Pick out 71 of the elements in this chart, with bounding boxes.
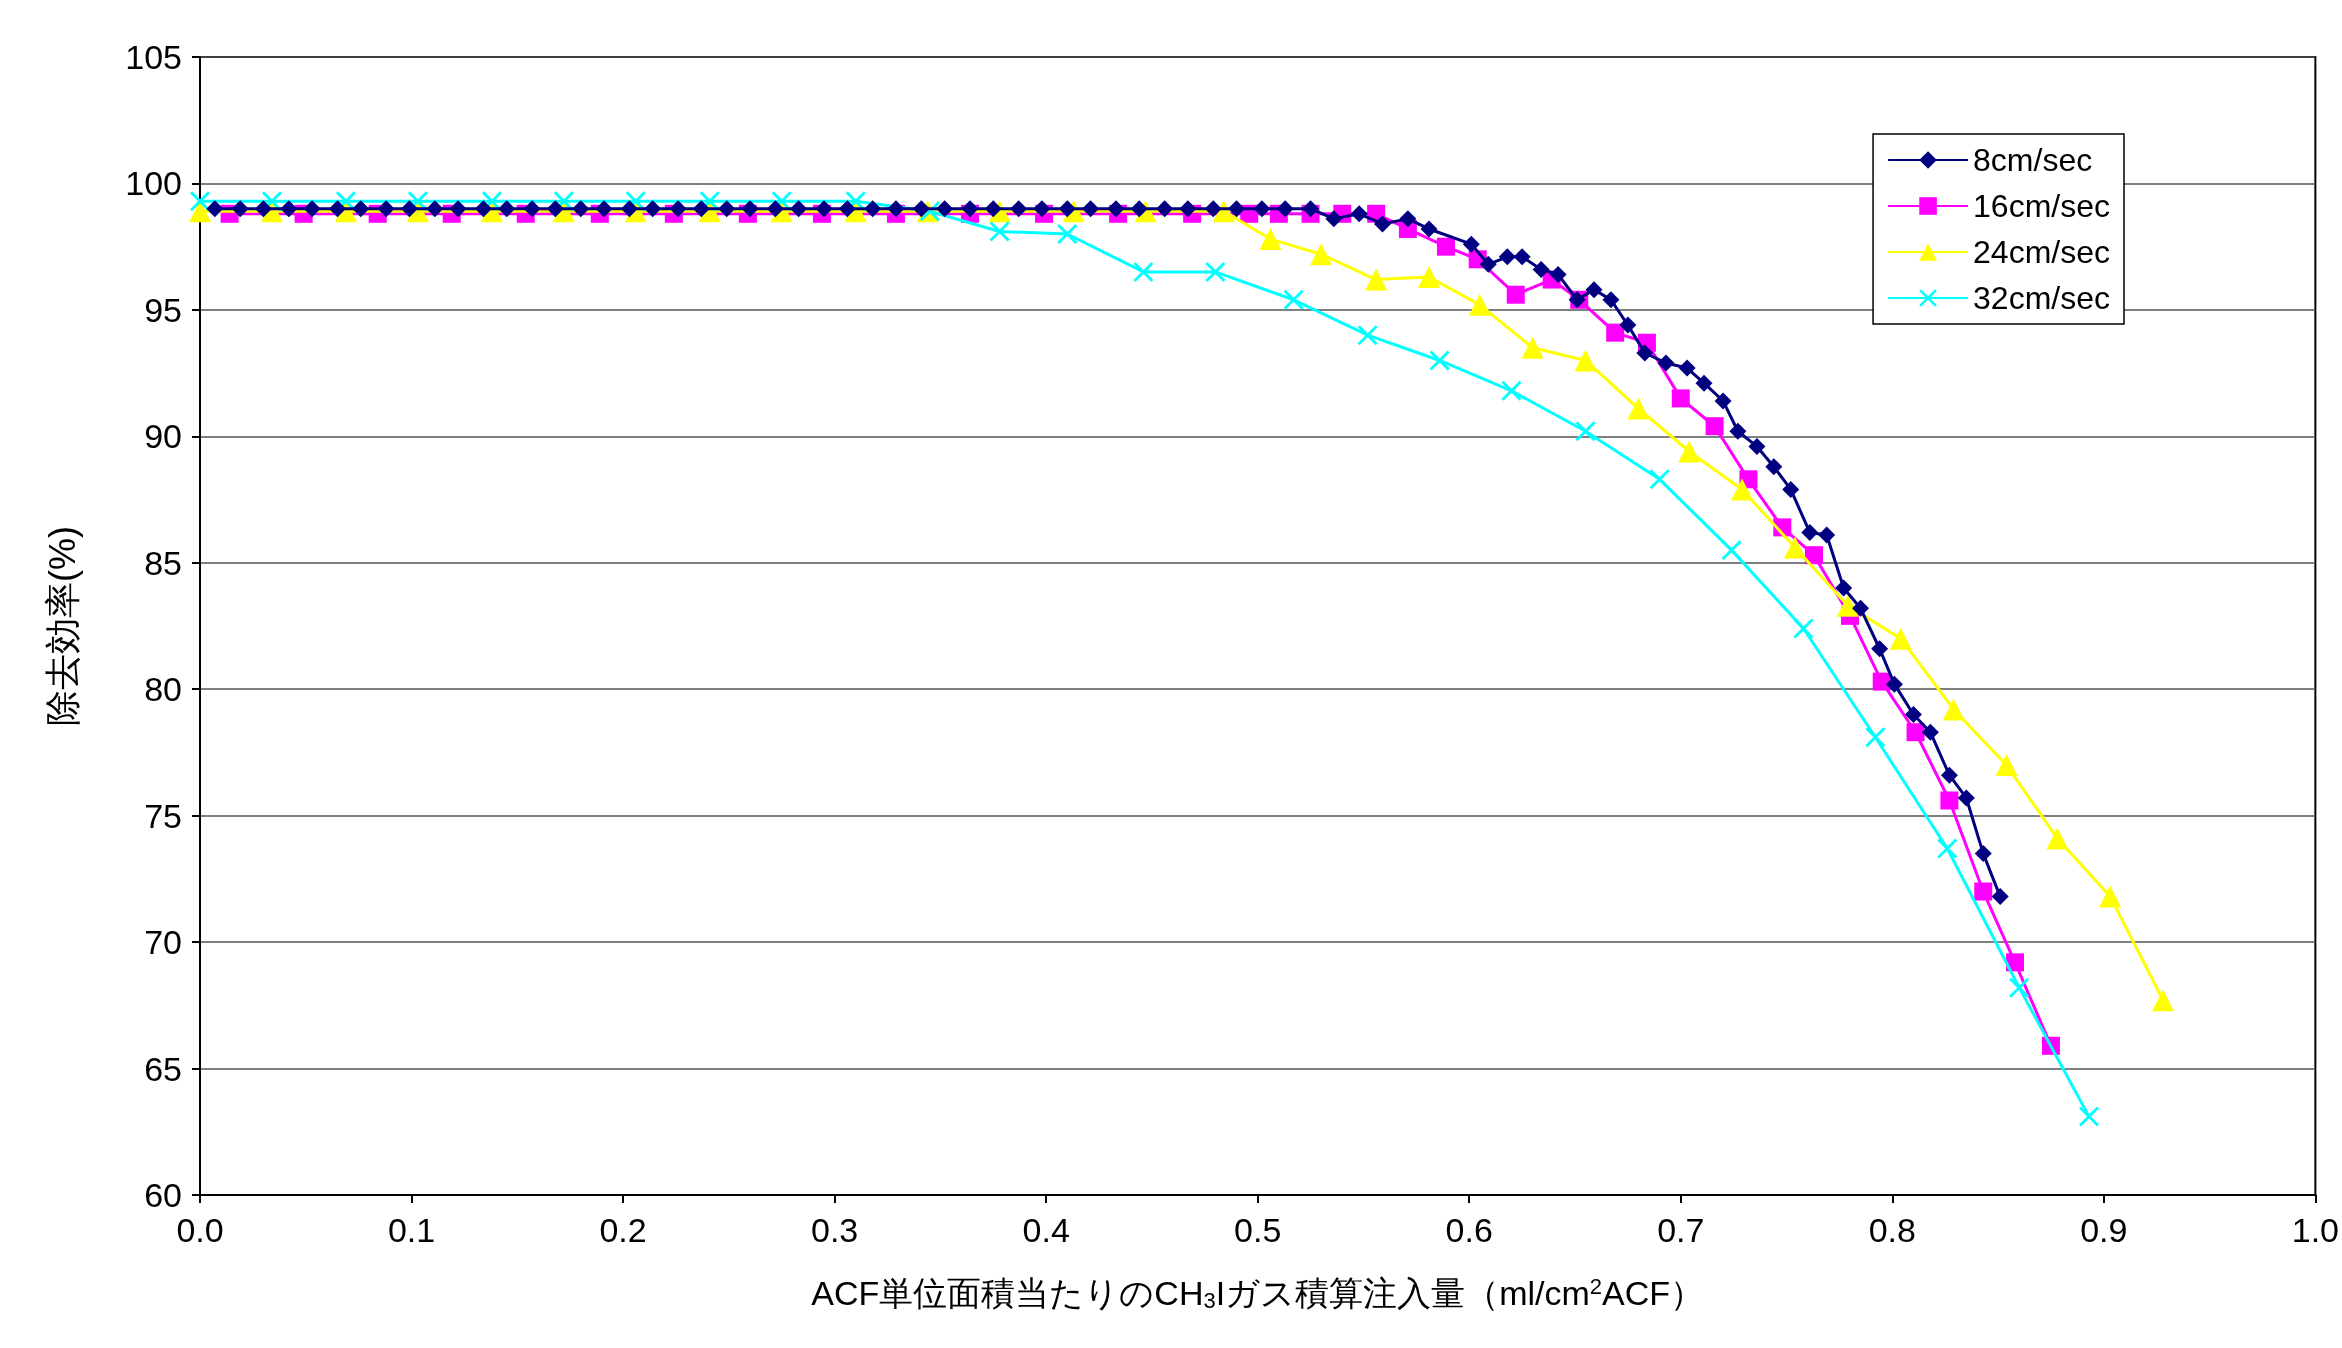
point xyxy=(1649,469,1670,490)
point xyxy=(2079,1106,2100,1127)
point xyxy=(1283,289,1304,310)
point xyxy=(1521,336,1544,359)
x-tick-label: 0.9 xyxy=(2080,1211,2128,1249)
point xyxy=(1705,417,1724,436)
point xyxy=(1606,323,1625,342)
point xyxy=(2099,885,2122,908)
point xyxy=(1575,421,1596,442)
point xyxy=(1906,723,1925,742)
x-tick-label: 0.1 xyxy=(387,1211,436,1249)
point xyxy=(989,221,1010,242)
y-tick-label: 60 xyxy=(144,1176,182,1214)
point xyxy=(2152,989,2175,1012)
point xyxy=(1942,698,1965,721)
legend-label: 24cm/sec xyxy=(1973,234,2110,270)
x-tick-label: 0.0 xyxy=(176,1211,224,1249)
point xyxy=(2009,977,2030,998)
x-tick-label: 0.5 xyxy=(1234,1211,1282,1249)
y-tick-label: 70 xyxy=(144,923,182,962)
point xyxy=(1365,268,1388,291)
point xyxy=(1259,228,1282,251)
x-tick-label: 0.4 xyxy=(1022,1211,1070,1249)
point xyxy=(1671,389,1690,408)
x-tick-label: 0.3 xyxy=(810,1211,859,1249)
y-tick-label: 95 xyxy=(144,290,182,329)
point xyxy=(1627,397,1650,420)
point xyxy=(1940,791,1959,810)
point xyxy=(1783,536,1806,559)
point xyxy=(1205,261,1226,282)
point xyxy=(1974,882,1993,901)
point xyxy=(1721,540,1742,561)
point xyxy=(1436,237,1455,256)
point xyxy=(1805,546,1824,565)
x-tick-label: 0.7 xyxy=(1657,1211,1705,1249)
point xyxy=(1574,349,1597,372)
legend-label: 32cm/sec xyxy=(1973,280,2110,316)
y-tick-label: 75 xyxy=(144,796,182,835)
point xyxy=(1793,618,1814,639)
point xyxy=(1468,293,1491,316)
point xyxy=(1889,627,1912,650)
y-tick-label: 105 xyxy=(125,38,182,76)
y-tick-label: 90 xyxy=(144,417,182,456)
point xyxy=(1133,261,1154,282)
point xyxy=(1057,224,1078,245)
point xyxy=(2005,953,2024,972)
point xyxy=(1836,594,1859,617)
legend-label: 16cm/sec xyxy=(1973,188,2110,224)
point xyxy=(1731,478,1754,501)
point xyxy=(190,191,210,212)
point xyxy=(1995,754,2018,777)
point xyxy=(1678,440,1701,463)
x-tick-label: 0.2 xyxy=(599,1211,647,1249)
point xyxy=(1357,325,1378,346)
point xyxy=(1418,266,1441,289)
x-tick-label: 0.6 xyxy=(1445,1211,1493,1249)
y-tick-label: 65 xyxy=(144,1049,182,1088)
point xyxy=(1501,380,1522,401)
y-tick-label: 100 xyxy=(125,164,182,203)
legend-label: 8cm/sec xyxy=(1973,142,2093,178)
point xyxy=(1429,350,1450,371)
point xyxy=(1506,285,1525,304)
y-tick-label: 85 xyxy=(144,543,182,582)
y-tick-label: 80 xyxy=(144,670,182,709)
y-axis-title: 除去効率(%) xyxy=(41,526,83,726)
point xyxy=(2046,827,2069,850)
point xyxy=(1937,838,1958,859)
x-tick-label: 1.0 xyxy=(2291,1211,2339,1249)
x-tick-label: 0.8 xyxy=(1868,1211,1916,1249)
point xyxy=(1865,727,1886,748)
point xyxy=(1310,243,1333,266)
